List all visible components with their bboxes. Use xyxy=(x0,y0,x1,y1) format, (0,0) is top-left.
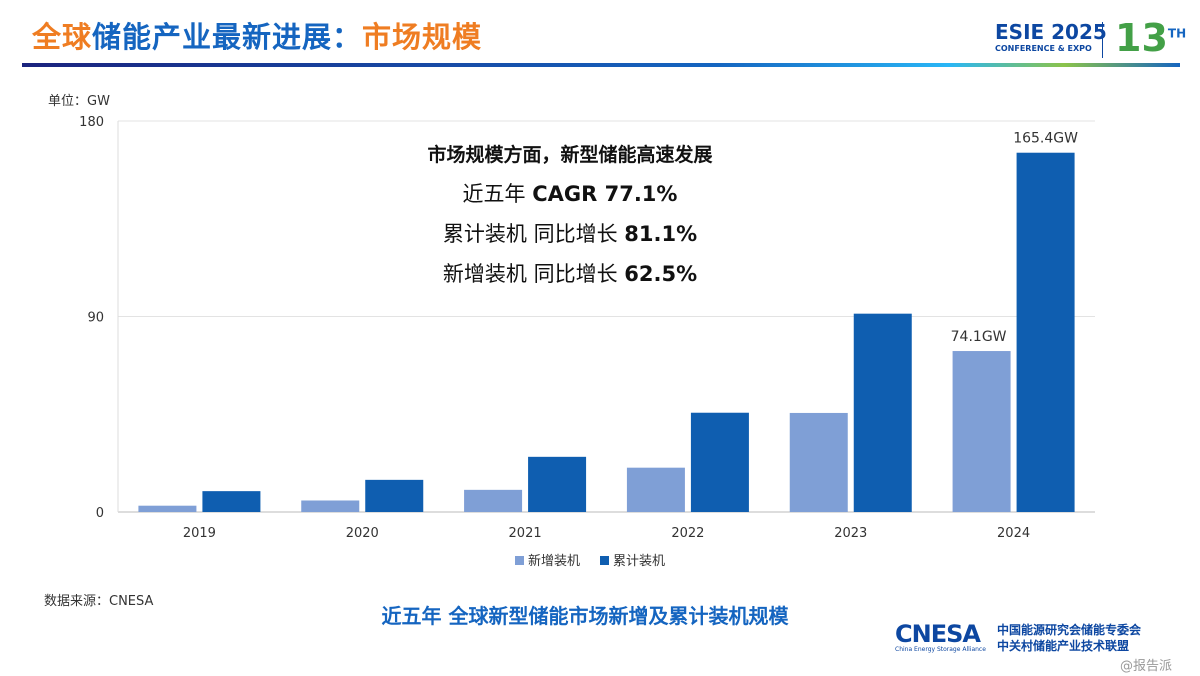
x-tick-label: 2021 xyxy=(509,526,542,541)
x-tick-label: 2019 xyxy=(183,526,216,541)
bar-new-2019 xyxy=(138,505,197,512)
unit-label: 单位：GW xyxy=(48,94,110,109)
bar-cumulative-2023 xyxy=(853,313,912,512)
x-tick-label: 2020 xyxy=(346,526,379,541)
chart-caption: 近五年 全球新型储能市场新增及累计装机规模 xyxy=(381,604,789,628)
x-tick-label: 2022 xyxy=(671,526,704,541)
data-label-cumulative-2024: 165.4GW xyxy=(1013,131,1078,147)
y-tick-label: 0 xyxy=(96,506,104,521)
header-divider xyxy=(22,63,1180,67)
annotation-cumulative: 累计装机 同比增长 81.1% xyxy=(442,222,698,246)
x-tick-label: 2024 xyxy=(997,526,1030,541)
logo-divider xyxy=(1102,22,1103,58)
cnesa-logo: CNESA China Energy Storage Alliance 中国能源… xyxy=(895,620,1142,653)
esie-logo: ESIE 2025 CONFERENCE & EXPO xyxy=(995,20,1107,53)
bar-cumulative-2024 xyxy=(1016,152,1075,512)
bar-new-2024 xyxy=(952,351,1011,512)
bar-cumulative-2019 xyxy=(202,491,261,512)
bar-cumulative-2020 xyxy=(365,479,424,512)
y-tick-label: 90 xyxy=(87,311,104,326)
bar-cumulative-2022 xyxy=(690,412,749,512)
data-label-new-2024: 74.1GW xyxy=(951,329,1007,345)
source-note: 数据来源：CNESA xyxy=(44,594,154,609)
bar-new-2021 xyxy=(464,489,523,512)
legend-label: 累计装机 xyxy=(613,554,665,569)
edition-logo: 13TH xyxy=(1115,16,1187,60)
watermark: @报告派 xyxy=(1120,659,1173,674)
bar-cumulative-2021 xyxy=(528,456,587,512)
legend-swatch xyxy=(600,556,609,565)
annotation-cagr: 近五年 CAGR 77.1% xyxy=(462,182,678,206)
bar-new-2022 xyxy=(626,467,685,512)
legend-swatch xyxy=(515,556,524,565)
annotation-headline: 市场规模方面，新型储能高速发展 xyxy=(427,144,713,166)
y-tick-label: 180 xyxy=(79,115,104,130)
bar-new-2020 xyxy=(301,500,360,512)
annotation-new: 新增装机 同比增长 62.5% xyxy=(442,262,698,286)
x-tick-label: 2023 xyxy=(834,526,867,541)
page-title: 全球储能产业最新进展：市场规模 xyxy=(32,20,483,54)
bar-new-2023 xyxy=(789,412,848,512)
legend-label: 新增装机 xyxy=(528,553,580,569)
